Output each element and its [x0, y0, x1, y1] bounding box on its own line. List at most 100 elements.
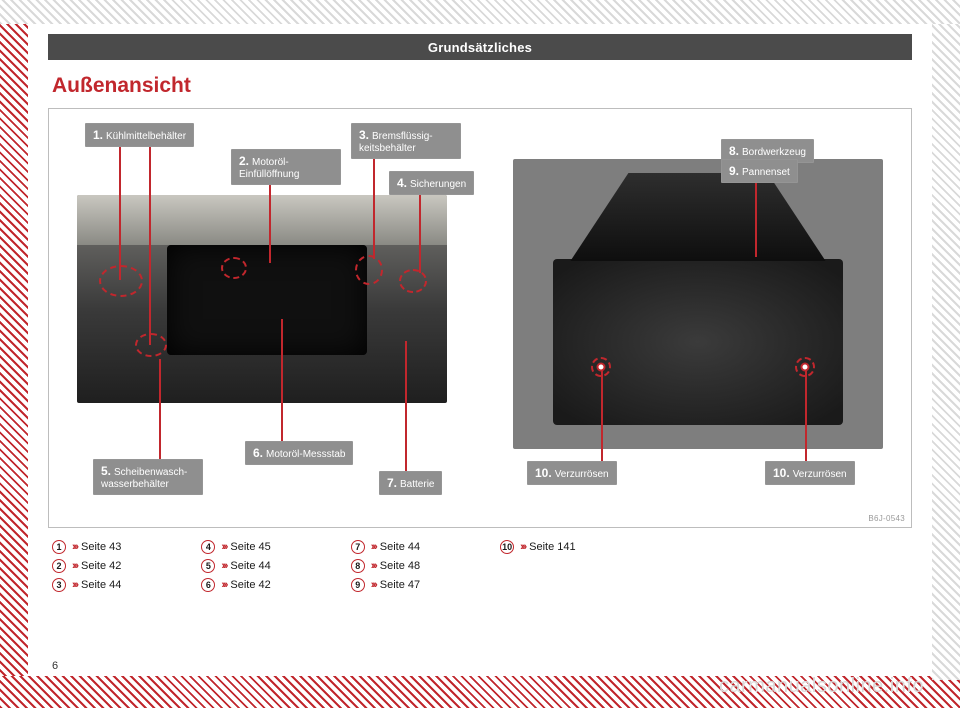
ref-number-badge: 6	[201, 578, 215, 592]
callout-line	[419, 193, 421, 273]
callout-number: 10.	[773, 466, 790, 480]
page-number: 6	[52, 660, 58, 672]
frame-hatch-top	[0, 0, 960, 24]
callout-label: 4.Sicherungen	[389, 171, 474, 195]
callout-text: Verzurrösen	[555, 469, 609, 480]
page-reference: 10 ››› Seite 141	[500, 540, 575, 554]
callout-dot	[801, 363, 810, 372]
ref-number-badge: 9	[351, 578, 365, 592]
callout-label: 1.Kühlmittelbehälter	[85, 123, 194, 147]
ref-page-text: Seite 42	[81, 560, 121, 572]
page-reference: 1 ››› Seite 43	[52, 540, 121, 554]
callout-text: Verzurrösen	[793, 469, 847, 480]
callout-number: 6.	[253, 446, 263, 460]
ref-page-text: Seite 44	[230, 560, 270, 572]
callout-line	[149, 145, 151, 345]
callout-number: 1.	[93, 128, 103, 142]
callout-ring	[221, 257, 247, 279]
callout-text: Kühlmittelbehälter	[106, 131, 186, 142]
page-reference: 5 ››› Seite 44	[201, 559, 270, 573]
arrow-icon: ›››	[72, 560, 77, 572]
ref-number-badge: 2	[52, 559, 66, 573]
callout-number: 9.	[729, 164, 739, 178]
callout-dot	[597, 363, 606, 372]
page-reference-columns: 1 ››› Seite 43 2 ››› Seite 42 3 ››› Seite 44 4 ›››…	[52, 540, 908, 592]
page-body: Grundsätzliches Außenansicht B6J-0543 1.…	[48, 34, 912, 654]
callout-number: 4.	[397, 176, 407, 190]
callout-number: 3.	[359, 128, 369, 142]
page-reference: 4 ››› Seite 45	[201, 540, 270, 554]
arrow-icon: ›››	[520, 541, 525, 553]
callout-line	[281, 319, 283, 443]
page-reference: 9 ››› Seite 47	[351, 578, 420, 592]
arrow-icon: ›››	[371, 560, 376, 572]
photo-engine-bay	[77, 195, 447, 403]
callout-label: 10.Verzurrösen	[765, 461, 855, 485]
callout-text: Bordwerkzeug	[742, 147, 806, 158]
chapter-header: Grundsätzliches	[48, 34, 912, 60]
callout-text: Bremsflüssig-keitsbehälter	[359, 131, 433, 154]
ref-page-text: Seite 141	[529, 541, 575, 553]
ref-page-text: Seite 45	[230, 541, 270, 553]
page-reference: 2 ››› Seite 42	[52, 559, 121, 573]
callout-ring	[355, 255, 383, 285]
ref-number-badge: 5	[201, 559, 215, 573]
page-reference: 3 ››› Seite 44	[52, 578, 121, 592]
callout-number: 10.	[535, 466, 552, 480]
callout-ring	[99, 265, 143, 297]
photo-trunk	[513, 159, 883, 449]
ref-page-text: Seite 48	[380, 560, 420, 572]
ref-number-badge: 3	[52, 578, 66, 592]
page-reference: 8›››Seite 48	[351, 559, 420, 573]
main-figure: B6J-0543 1.Kühlmittelbehälter 2.Motoröl-E…	[48, 108, 912, 528]
callout-number: 5.	[101, 464, 111, 478]
page-reference: 7 ››› Seite 44	[351, 540, 420, 554]
ref-page-text: Seite 42	[230, 579, 270, 591]
page-title: Außenansicht	[52, 74, 912, 98]
callout-number: 7.	[387, 476, 397, 490]
arrow-icon: ›››	[221, 541, 226, 553]
callout-number: 8.	[729, 144, 739, 158]
arrow-icon: ›››	[72, 579, 77, 591]
callout-ring	[135, 333, 167, 357]
ref-number-badge: 7	[351, 540, 365, 554]
callout-line	[405, 341, 407, 473]
arrow-icon: ›››	[371, 541, 376, 553]
page-reference: 6 ››› Seite 42	[201, 578, 270, 592]
ref-column: 1 ››› Seite 43 2 ››› Seite 42 3 ››› Seite 44	[52, 540, 121, 592]
callout-line	[119, 145, 121, 280]
callout-line	[755, 177, 757, 257]
callout-line	[373, 155, 375, 259]
callout-label: 10.Verzurrösen	[527, 461, 617, 485]
ref-page-text: Seite 47	[380, 579, 420, 591]
ref-page-text: Seite 44	[81, 579, 121, 591]
callout-number: 2.	[239, 154, 249, 168]
callout-text: Scheibenwasch-wasserbehälter	[101, 467, 187, 490]
callout-label: 9.Pannenset	[721, 159, 798, 183]
callout-text: Pannenset	[742, 167, 790, 178]
ref-number-badge: 4	[201, 540, 215, 554]
ref-number-badge: 1	[52, 540, 66, 554]
callout-text: Batterie	[400, 479, 434, 490]
callout-label: 7.Batterie	[379, 471, 442, 495]
figure-code: B6J-0543	[868, 514, 905, 523]
ref-column: 10 ››› Seite 141	[500, 540, 575, 592]
arrow-icon: ›››	[371, 579, 376, 591]
callout-label: 3.Bremsflüssig-keitsbehälter	[351, 123, 461, 159]
callout-line	[601, 367, 603, 463]
callout-text: Sicherungen	[410, 179, 466, 190]
ref-page-text: Seite 44	[380, 541, 420, 553]
callout-label: 2.Motoröl-Einfüllöffnung	[231, 149, 341, 185]
callout-text: Motoröl-Messstab	[266, 449, 345, 460]
ref-page-text: Seite 43	[81, 541, 121, 553]
ref-number-badge: 10	[500, 540, 514, 554]
arrow-icon: ›››	[221, 579, 226, 591]
frame-hatch-right	[932, 0, 960, 680]
callout-label: 6.Motoröl-Messstab	[245, 441, 353, 465]
watermark: carmanualsonline.info	[719, 675, 924, 698]
ref-column: 7›››Seite 448›››Seite 489›››Seite 47	[351, 540, 420, 592]
frame-hatch-left	[0, 0, 28, 680]
arrow-icon: ›››	[221, 560, 226, 572]
ref-column: 4 ››› Seite 45 5 ››› Seite 44 6 ››› Seite 42	[201, 540, 270, 592]
arrow-icon: ›››	[72, 541, 77, 553]
